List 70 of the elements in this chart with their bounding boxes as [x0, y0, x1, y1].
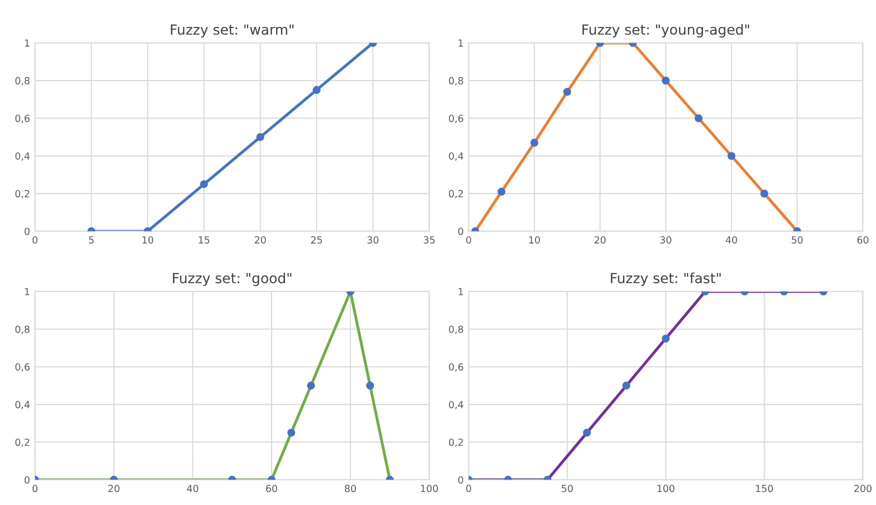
point	[530, 138, 538, 147]
y-tick-label: 0	[24, 476, 30, 484]
point	[563, 88, 572, 96]
x-tick-label: 30	[367, 236, 378, 244]
y-tick-label: 0	[458, 228, 464, 236]
chart-title: Fuzzy set: "fast"	[610, 272, 721, 286]
x-tick-label: 60	[266, 484, 278, 492]
y-tick-label: 0,6	[15, 363, 30, 372]
y-tick-label: 0,8	[448, 326, 464, 334]
point	[582, 428, 591, 437]
chart-title: Fuzzy set: "good"	[173, 272, 292, 286]
y-tick-label: 0	[24, 228, 30, 236]
y-tick-label: 0,2	[448, 438, 463, 447]
x-tick-label: 0	[32, 236, 38, 244]
x-tick-label: 0	[466, 484, 472, 492]
point	[662, 334, 670, 342]
x-tick-label: 0	[32, 484, 38, 492]
chart-title: Fuzzy set: "warm"	[170, 24, 294, 38]
point	[498, 188, 506, 196]
y-tick-label: 1	[458, 288, 463, 296]
y-tick-label: 0,6	[448, 114, 464, 124]
point	[312, 86, 321, 94]
y-tick-label: 0,8	[448, 77, 464, 86]
x-tick-label: 80	[344, 484, 356, 492]
x-tick-label: 50	[792, 236, 803, 244]
x-tick-label: 20	[594, 236, 606, 244]
y-tick-label: 0,4	[448, 400, 464, 410]
x-tick-label: 40	[187, 484, 198, 492]
point	[662, 76, 670, 85]
point	[760, 190, 768, 198]
y-tick-label: 0,8	[15, 77, 30, 86]
y-tick-label: 0,8	[15, 326, 30, 334]
point	[200, 180, 208, 188]
x-tick-label: 60	[857, 236, 868, 244]
x-tick-label: 20	[108, 484, 120, 492]
y-tick-label: 0,2	[15, 190, 30, 198]
x-tick-label: 150	[756, 484, 773, 492]
y-tick-label: 0,4	[15, 152, 30, 161]
point	[307, 382, 315, 390]
point	[694, 114, 703, 122]
x-tick-label: 100	[658, 484, 674, 492]
point	[622, 382, 630, 390]
x-tick-label: 35	[424, 236, 435, 244]
x-tick-label: 10	[529, 236, 540, 244]
x-tick-label: 10	[142, 236, 154, 244]
y-tick-label: 0,2	[15, 438, 30, 447]
y-tick-label: 1	[458, 40, 463, 47]
point	[728, 152, 736, 160]
y-tick-label: 1	[25, 288, 30, 296]
chart-title: Fuzzy set: "young-aged"	[582, 24, 750, 38]
x-tick-label: 40	[726, 236, 737, 244]
point	[287, 428, 296, 437]
y-tick-label: 0,2	[448, 190, 463, 198]
x-tick-label: 25	[311, 236, 322, 244]
x-tick-label: 50	[562, 484, 573, 492]
y-tick-label: 1	[25, 40, 30, 47]
y-tick-label: 0,6	[15, 114, 30, 124]
point	[366, 382, 374, 390]
x-tick-label: 5	[89, 236, 94, 244]
point	[256, 133, 264, 142]
y-tick-label: 0,6	[448, 363, 464, 372]
y-tick-label: 0,4	[15, 400, 30, 410]
x-tick-label: 100	[421, 484, 438, 492]
x-tick-label: 0	[466, 236, 472, 244]
y-tick-label: 0,4	[448, 152, 464, 161]
x-tick-label: 30	[660, 236, 672, 244]
x-tick-label: 15	[198, 236, 210, 244]
x-tick-label: 200	[854, 484, 872, 492]
x-tick-label: 20	[254, 236, 266, 244]
y-tick-label: 0	[458, 476, 464, 484]
